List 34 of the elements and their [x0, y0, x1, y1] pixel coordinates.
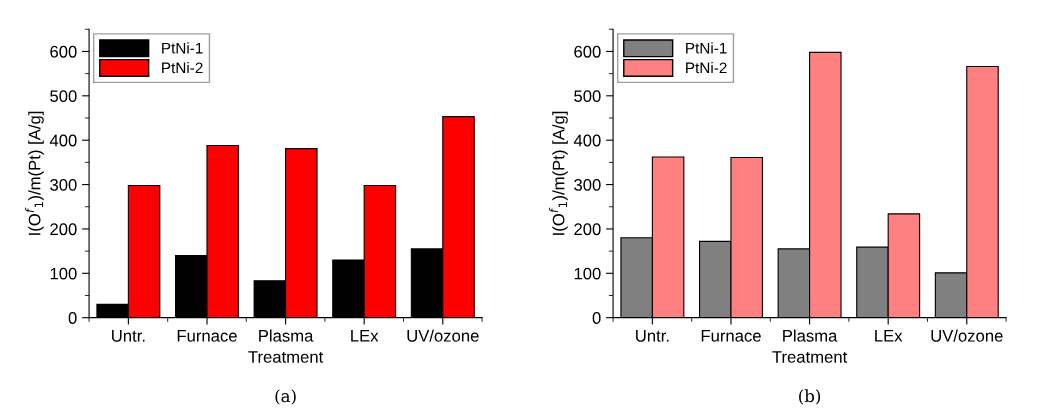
y-tick-label: 300 [574, 178, 601, 191]
y-tick-label: 300 [50, 178, 77, 191]
y-tick-label: 100 [574, 267, 601, 280]
legend-label: PtNi-1 [162, 42, 203, 54]
y-axis-title: I(O$^{f}$$_{1}$)/m(Pt) [A/g] [549, 111, 568, 235]
y-tick-label: 0 [68, 312, 77, 324]
x-tick-label: LEx [875, 330, 903, 342]
y-axis-title: I(O$^{f}$$_{1}$)/m(Pt) [A/g] [25, 111, 44, 235]
legend-label: PtNi-1 [686, 42, 727, 54]
legend-label: PtNi-2 [162, 62, 203, 74]
y-tick-label: 0 [592, 312, 601, 324]
y-tick-label: 600 [50, 45, 77, 58]
x-tick-label: UV/ozone [407, 329, 479, 342]
y-tick-label: 400 [573, 134, 601, 147]
x-tick-label: Untr. [112, 330, 145, 342]
y-tick-label: 100 [50, 267, 77, 280]
x-tick-label: LEx [351, 330, 379, 342]
y-tick-label: 200 [574, 223, 601, 236]
x-tick-label: UV/ozone [931, 329, 1003, 342]
x-tick-label: Plasma [259, 329, 314, 342]
y-tick-label: 600 [574, 45, 601, 58]
x-tick-label: Furnace [177, 330, 237, 342]
y-tick-label: 500 [50, 90, 77, 103]
y-tick-label: 200 [50, 223, 77, 236]
text: (b) [799, 389, 821, 405]
text: (a) [275, 389, 296, 405]
legend-label: PtNi-2 [686, 62, 727, 74]
x-tick-label: Untr. [636, 330, 669, 342]
y-tick-label: 500 [574, 90, 601, 103]
y-tick-label: 400 [49, 134, 77, 147]
x-axis-title: Treatment [772, 351, 848, 363]
x-tick-label: Furnace [701, 330, 761, 342]
x-axis-title: Treatment [248, 351, 324, 363]
x-tick-label: Plasma [783, 329, 838, 342]
